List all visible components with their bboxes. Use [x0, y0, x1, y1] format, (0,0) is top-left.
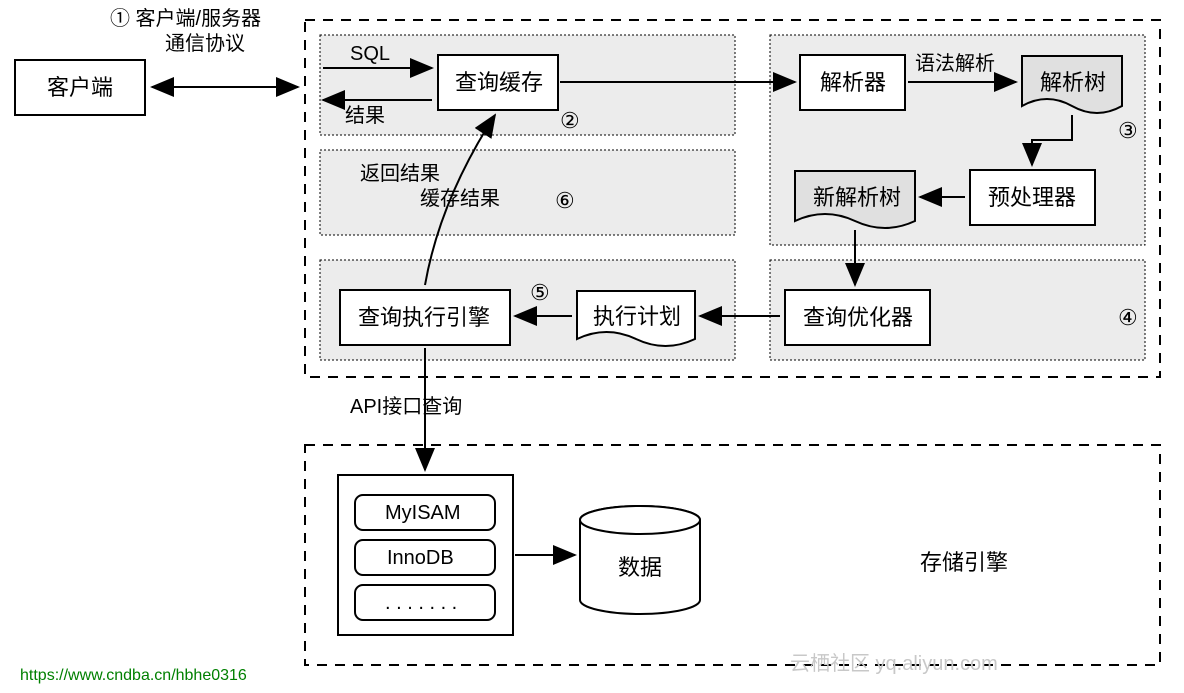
edge-return-label: 返回结果	[360, 162, 440, 185]
edge-api-label: API接口查询	[350, 395, 462, 418]
edge-syntax-label: 语法解析	[915, 52, 995, 75]
parse-tree-label: 解析树	[1040, 70, 1106, 95]
watermark: 云栖社区 yq.aliyun.com	[790, 652, 998, 675]
preprocessor-label: 预处理器	[988, 185, 1076, 210]
region-3-label: ③	[1118, 118, 1138, 143]
client-label: 客户端	[47, 75, 113, 100]
etc-label: . . . . . . .	[385, 592, 457, 614]
footer-url: https://www.cndba.cn/hbhe0316	[20, 667, 247, 684]
architecture-diagram: ② ③ ④ ⑤ ⑥ 客户端 ① 客户端/服务器 通信协议 SQL 结果 查询缓存…	[0, 0, 1184, 693]
region-5-label: ⑤	[530, 280, 550, 305]
exec-engine-label: 查询执行引擎	[358, 305, 490, 330]
innodb-label: InnoDB	[387, 547, 454, 569]
edge-sql-label: SQL	[350, 43, 390, 65]
query-cache-label: 查询缓存	[455, 70, 543, 95]
edge-cache-label: 缓存结果	[420, 187, 500, 210]
region-6-label: ⑥	[555, 188, 575, 213]
region-2-label: ②	[560, 108, 580, 133]
exec-plan-label: 执行计划	[593, 304, 681, 329]
myisam-label: MyISAM	[385, 502, 461, 524]
region-4-label: ④	[1118, 305, 1138, 330]
new-parse-tree-label: 新解析树	[813, 185, 901, 210]
storage-title: 存储引擎	[920, 550, 1008, 575]
parser-label: 解析器	[820, 70, 886, 95]
edge-client-server-label2: 通信协议	[165, 32, 245, 55]
edge-client-server-label1: ① 客户端/服务器	[110, 7, 261, 30]
data-label: 数据	[618, 555, 662, 580]
optimizer-label: 查询优化器	[803, 305, 913, 330]
edge-result-label: 结果	[345, 104, 385, 127]
